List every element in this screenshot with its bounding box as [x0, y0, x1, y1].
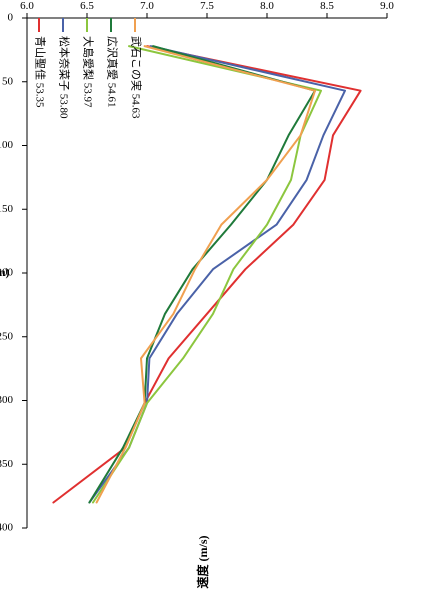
- series-group: [52, 45, 362, 504]
- x-tick-label: 200: [0, 267, 14, 279]
- y-tick-label: 6.0: [20, 0, 34, 12]
- legend-label: 青山聖佳 53.35: [33, 36, 47, 108]
- series-line-1: [52, 45, 362, 504]
- x-tick-label: 150: [0, 203, 14, 215]
- x-tick-label: 350: [0, 458, 14, 470]
- y-tick-label: 7.0: [140, 0, 154, 12]
- x-tick-label: 400: [0, 522, 14, 534]
- x-tick-label: 100: [0, 139, 14, 151]
- y-tick-label: 7.5: [200, 0, 214, 12]
- legend-label: 武石この実 54.63: [129, 36, 143, 119]
- x-tick-label: 50: [2, 75, 14, 87]
- x-tick-label: 0: [8, 12, 14, 24]
- series-line-3: [92, 45, 322, 504]
- y-tick-label: 6.5: [80, 0, 94, 12]
- series-line-5: [95, 45, 316, 504]
- y-tick-label: 9.0: [380, 0, 394, 12]
- legend-label: 広沢真愛 54.61: [105, 36, 119, 108]
- y-tick-label: 8.0: [260, 0, 274, 12]
- y-tick-label: 8.5: [320, 0, 334, 12]
- x-tick-group: 0 50 100 150 200 250 300 350 400: [0, 12, 27, 534]
- plot-area: 0 50 100 150 200 250 300 350 400 6.0 6.5 7.0 7.5 8.0…: [0, 0, 394, 589]
- legend: 青山聖佳 53.35 松本奈菜子 53.80 大島愛梨 53.97 広沢真愛 54.6…: [33, 18, 143, 119]
- legend-label: 大島愛梨 53.97: [81, 36, 95, 108]
- y-tick-group: 6.0 6.5 7.0 7.5 8.0 8.5 9.0: [20, 0, 394, 18]
- series-line-4: [88, 45, 316, 504]
- y-axis-title: 走速度 (m/s): [195, 536, 210, 589]
- legend-label: 松本奈菜子 53.80: [57, 36, 71, 119]
- x-tick-label: 250: [0, 330, 14, 342]
- x-tick-label: 300: [0, 394, 14, 406]
- x-axis-title: 距離 (m): [0, 264, 10, 279]
